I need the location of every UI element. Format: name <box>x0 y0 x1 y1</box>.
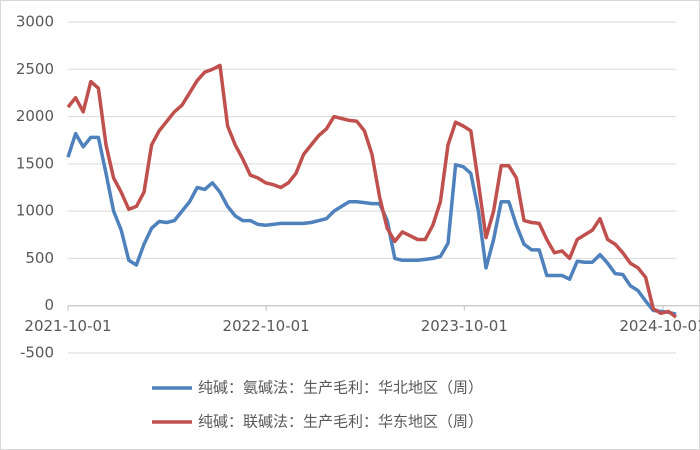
x-tick-label: 2022-10-01 <box>223 317 310 335</box>
y-tick-label: 1500 <box>16 154 54 172</box>
x-tick-label: 2021-10-01 <box>24 317 111 335</box>
y-tick-label: 1000 <box>16 202 54 220</box>
y-tick-label: 3000 <box>16 13 54 31</box>
x-tick-label: 2023-10-01 <box>421 317 508 335</box>
legend-label: 纯碱：氨碱法：生产毛利：华北地区（周） <box>198 379 483 397</box>
y-tick-label: 2000 <box>16 107 54 125</box>
y-tick-label: 500 <box>25 249 54 267</box>
y-tick-label: 0 <box>44 296 54 314</box>
line-series <box>66 63 678 319</box>
y-tick-label: 2500 <box>16 60 54 78</box>
x-tick-label: 2024-10-01 <box>619 317 700 335</box>
y-tick-label: -500 <box>20 344 54 362</box>
legend-label: 纯碱：联碱法：生产毛利：华东地区（周） <box>198 413 483 431</box>
line-series <box>66 131 677 316</box>
